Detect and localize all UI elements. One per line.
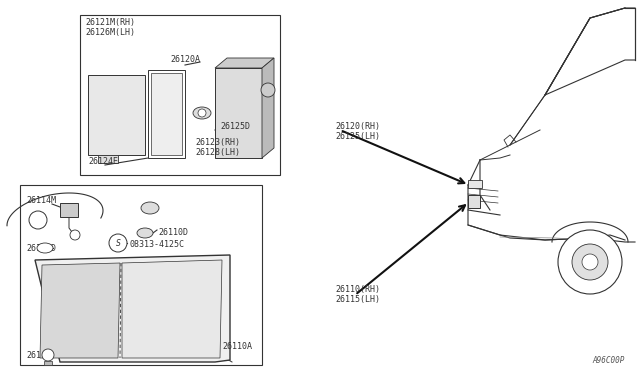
- Circle shape: [261, 83, 275, 97]
- Text: A96C00P: A96C00P: [593, 356, 625, 365]
- Circle shape: [572, 244, 608, 280]
- Ellipse shape: [137, 228, 153, 238]
- Bar: [151, 73, 182, 155]
- Bar: [44, 361, 52, 365]
- Polygon shape: [215, 58, 274, 68]
- Text: 26110D: 26110D: [158, 228, 188, 237]
- Polygon shape: [40, 263, 120, 358]
- Text: 26110A: 26110A: [222, 342, 252, 351]
- Text: 26110(RH): 26110(RH): [335, 285, 380, 294]
- Text: 26115(LH): 26115(LH): [335, 295, 380, 304]
- Circle shape: [198, 109, 206, 117]
- Bar: [148, 70, 185, 158]
- Circle shape: [29, 211, 47, 229]
- Polygon shape: [122, 260, 222, 358]
- Ellipse shape: [37, 243, 53, 253]
- Bar: [80, 15, 280, 175]
- Bar: [468, 195, 480, 208]
- Text: 26123(RH): 26123(RH): [195, 138, 240, 147]
- Bar: [98, 155, 118, 163]
- Bar: [20, 185, 262, 365]
- Text: 26110B: 26110B: [26, 351, 56, 360]
- Circle shape: [109, 234, 127, 252]
- Text: 26110D: 26110D: [26, 244, 56, 253]
- Text: 26120A: 26120A: [170, 55, 200, 64]
- Polygon shape: [262, 58, 274, 158]
- Circle shape: [582, 254, 598, 270]
- Text: 08313-4125C: 08313-4125C: [130, 240, 185, 249]
- Bar: [88, 75, 145, 155]
- Bar: [60, 203, 78, 217]
- Text: 26126M(LH): 26126M(LH): [85, 28, 135, 37]
- Text: 26125D: 26125D: [220, 122, 250, 131]
- Text: 26125(LH): 26125(LH): [335, 132, 380, 141]
- Text: S: S: [116, 238, 120, 247]
- Polygon shape: [35, 255, 230, 362]
- Text: 26114M: 26114M: [26, 196, 56, 205]
- Text: 26128(LH): 26128(LH): [195, 148, 240, 157]
- Bar: [215, 68, 262, 158]
- Text: 26120(RH): 26120(RH): [335, 122, 380, 131]
- Text: 26124E: 26124E: [88, 157, 118, 166]
- Ellipse shape: [141, 202, 159, 214]
- Circle shape: [70, 230, 80, 240]
- Circle shape: [558, 230, 622, 294]
- Ellipse shape: [193, 107, 211, 119]
- Text: 26121M(RH): 26121M(RH): [85, 18, 135, 27]
- Circle shape: [42, 349, 54, 361]
- Bar: [468, 180, 482, 188]
